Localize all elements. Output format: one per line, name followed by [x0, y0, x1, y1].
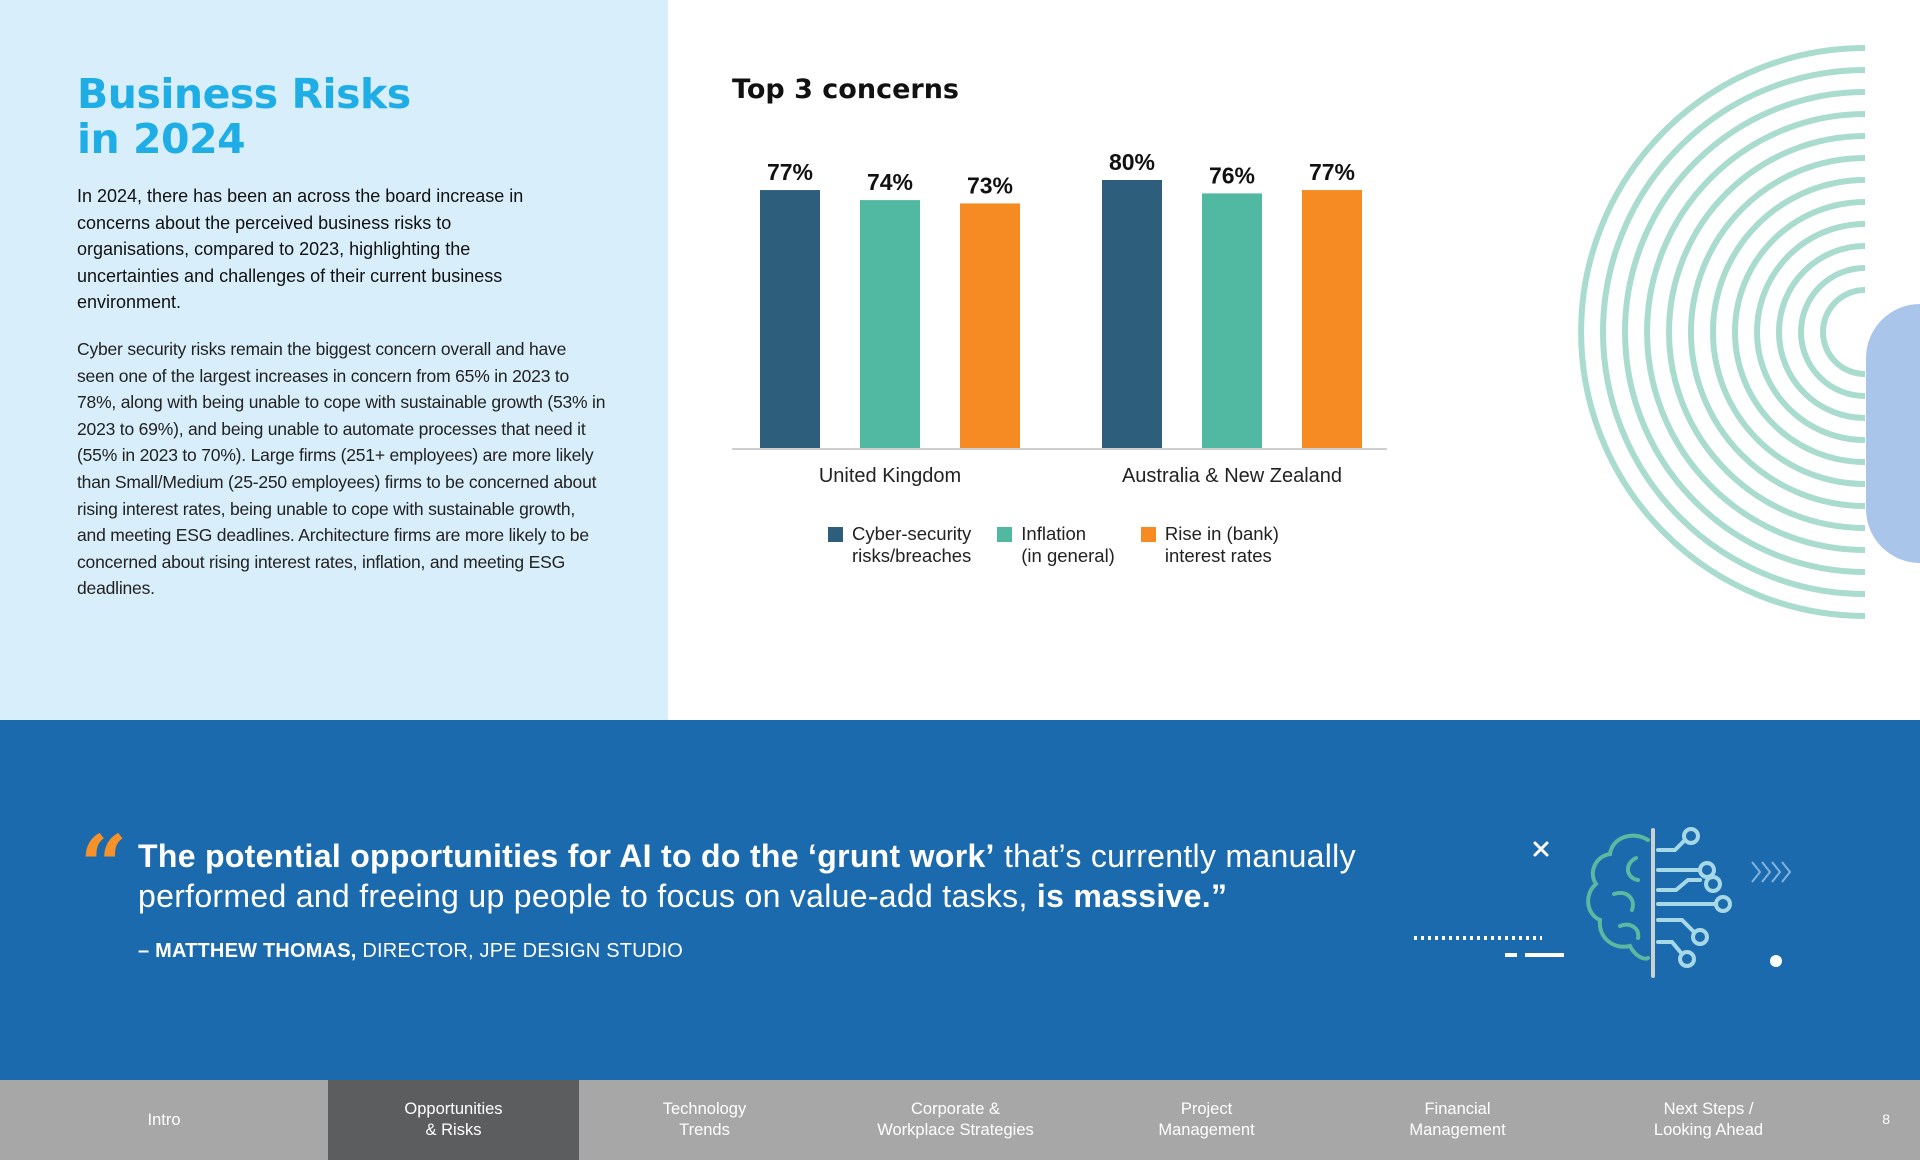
quote-band [0, 720, 1920, 1080]
dot-decoration [1770, 955, 1782, 967]
legend-swatch-cyber [828, 527, 843, 542]
nav-tab-financial-management[interactable]: Financial Management [1409, 1100, 1506, 1139]
legend-label-inflation: Inflation (in general) [1021, 523, 1115, 566]
legend-label-cyber: Cyber-security risks/breaches [852, 523, 972, 566]
decorative-tab [1866, 304, 1920, 563]
attribution-role: DIRECTOR, JPE DESIGN STUDIO [356, 940, 683, 962]
nav-tab-intro[interactable]: Intro [147, 1110, 181, 1129]
chart-title: Top 3 concerns [732, 74, 959, 105]
nav-tab-technology-trends[interactable]: Technology Trends [662, 1100, 747, 1139]
brain-illustration [1414, 827, 1792, 978]
page-title: Business Risks in 2024 [77, 72, 597, 162]
legend-label-interest: Rise in (bank) interest rates [1164, 523, 1279, 566]
legend-item-cyber: Cyber-security risks/breaches [828, 523, 971, 567]
intro-paragraph: In 2024, there has been an across the bo… [77, 186, 524, 312]
brain-circuit-icon [1586, 827, 1732, 978]
quote-bold-end: is massive.” [1036, 878, 1228, 914]
chevrons-right-icon [1751, 861, 1792, 883]
attribution-name: – MATTHEW THOMAS, [138, 940, 357, 962]
legend-swatch-interest [1140, 527, 1156, 542]
legend-swatch-inflation [997, 527, 1013, 542]
quote-regular-part: that’s currently manually performed and … [138, 838, 1356, 914]
close-icon [1533, 841, 1549, 857]
footer-nav: Intro Opportunities & Risks Technology T… [0, 1080, 1920, 1160]
title-line-1: Business Risks [77, 70, 411, 118]
quote-mark-icon: “ [80, 818, 128, 914]
quote-attribution: – MATTHEW THOMAS, DIRECTOR, JPE DESIGN S… [138, 940, 683, 963]
chart-legend: Cyber-security risks/breaches Inflation … [828, 523, 1279, 567]
left-panel [0, 0, 668, 720]
nav-tab-opportunities-risks[interactable]: Opportunities & Risks [328, 1080, 579, 1160]
page-number: 8 [1882, 1111, 1890, 1127]
body-paragraph: Cyber security risks remain the biggest … [77, 339, 606, 599]
title-line-2: in 2024 [77, 115, 246, 163]
nav-tab-next-steps[interactable]: Next Steps / Looking Ahead [1653, 1100, 1764, 1139]
nav-tab-project-management[interactable]: Project Management [1158, 1100, 1255, 1139]
quote-text: The potential opportunities for AI to do… [138, 836, 1428, 916]
quote-bold-part: The potential opportunities for AI to do… [138, 838, 995, 874]
legend-item-interest: Rise in (bank) interest rates [1140, 523, 1279, 567]
concentric-arcs-decoration [1578, 45, 1866, 619]
legend-item-inflation: Inflation (in general) [997, 523, 1115, 567]
nav-tab-corporate-workplace[interactable]: Corporate & Workplace Strategies [877, 1100, 1034, 1139]
